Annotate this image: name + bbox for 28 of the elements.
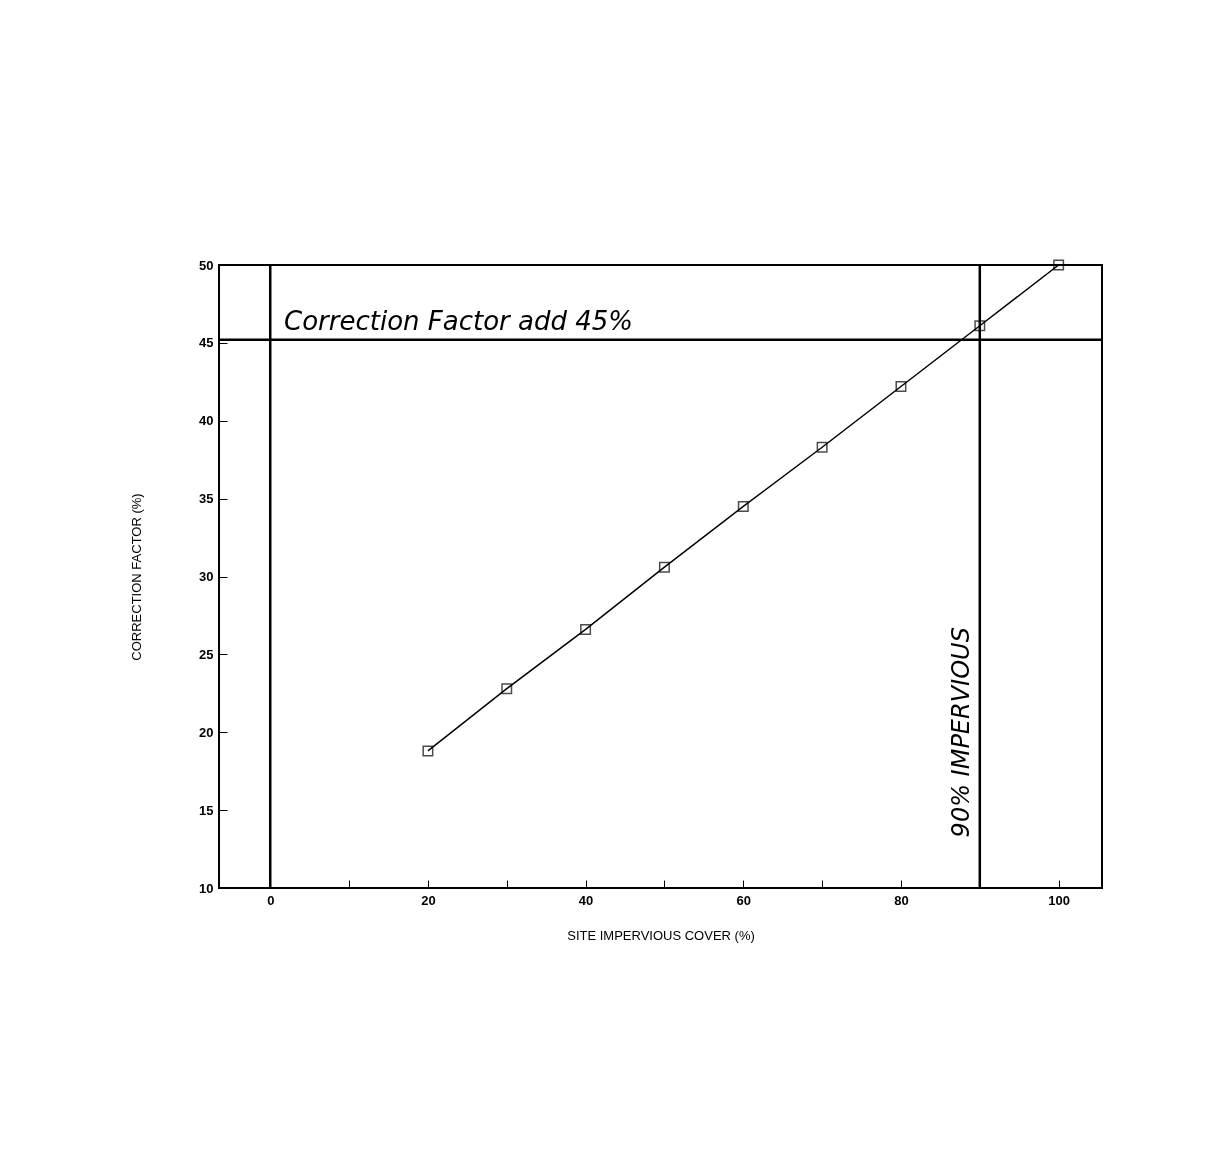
y-tick-label: 20 [199, 724, 214, 740]
point [422, 745, 434, 757]
x-tick-label: 40 [578, 892, 594, 908]
ref-line-label: 90% IMPERVIOUS [946, 627, 975, 838]
point [737, 500, 749, 512]
point [1053, 259, 1065, 271]
point [658, 561, 670, 573]
point [895, 380, 907, 392]
x-tick-label: 100 [1048, 892, 1070, 908]
y-tick-label: 15 [199, 802, 214, 818]
ref-line-label: Correction Factor add 45% [284, 305, 634, 336]
x-axis-title: SITE IMPERVIOUS COVER (%) [567, 927, 755, 943]
y-axis-title: CORRECTION FACTOR (%) [129, 493, 145, 661]
point [580, 623, 592, 635]
y-tick-label: 35 [199, 491, 214, 507]
x-tick-label: 60 [736, 892, 752, 908]
y-tick-label: 30 [199, 569, 214, 584]
point [501, 683, 513, 695]
point [816, 441, 828, 453]
y-tick-label: 50 [199, 257, 214, 273]
y-tick-label: 45 [199, 335, 214, 351]
y-tick-label: 10 [199, 880, 214, 896]
x-tick-label: 80 [894, 892, 909, 908]
x-tick-label: 0 [267, 892, 275, 908]
x-tick-label: 20 [421, 892, 436, 908]
point [974, 320, 986, 332]
y-tick-label: 40 [199, 413, 214, 429]
y-tick-label: 25 [199, 646, 214, 662]
